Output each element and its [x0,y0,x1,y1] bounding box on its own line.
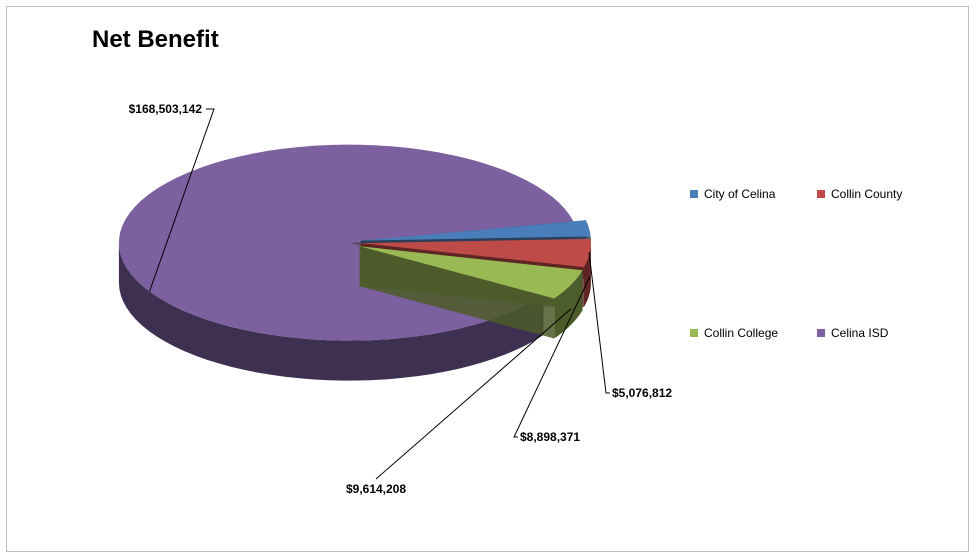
slice-top [360,238,591,268]
legend-item: Celina ISD [817,326,888,340]
leader-line [588,252,610,394]
slice-top [360,220,591,241]
legend-swatch [690,329,698,337]
legend-label: City of Celina [704,187,776,201]
legend-swatch [817,329,825,337]
legend-label: Celina ISD [831,326,889,340]
data-label: $8,898,371 [520,430,580,444]
legend-swatch [817,190,825,198]
chart-title: Net Benefit [92,26,219,53]
leader-line [375,308,572,480]
legend-item: Collin County [817,187,902,201]
legend-item: Collin College [690,326,778,340]
data-label: $5,076,812 [612,386,672,400]
legend-swatch [690,190,698,198]
legend-label: Collin College [704,326,779,340]
slice-wall [118,242,544,381]
slice-top [359,246,583,299]
leader-line [513,276,591,438]
leader-line [149,108,215,292]
data-label: $168,503,142 [129,102,203,116]
data-label: $9,614,208 [346,482,406,496]
slice-collin-college [359,246,583,339]
legend-item: City of Celina [690,187,775,201]
slice-cut-face [359,246,555,339]
legend-label: Collin County [831,187,903,201]
